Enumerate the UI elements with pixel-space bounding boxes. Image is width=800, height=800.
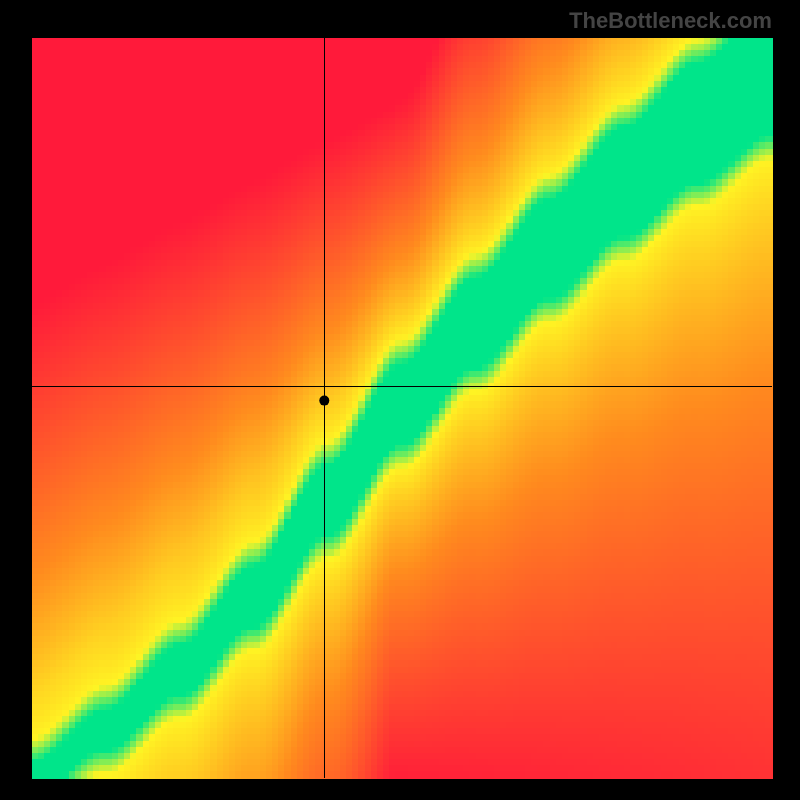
bottleneck-heatmap xyxy=(0,0,800,800)
watermark-text: TheBottleneck.com xyxy=(569,8,772,34)
chart-container: { "watermark": { "text": "TheBottleneck.… xyxy=(0,0,800,800)
